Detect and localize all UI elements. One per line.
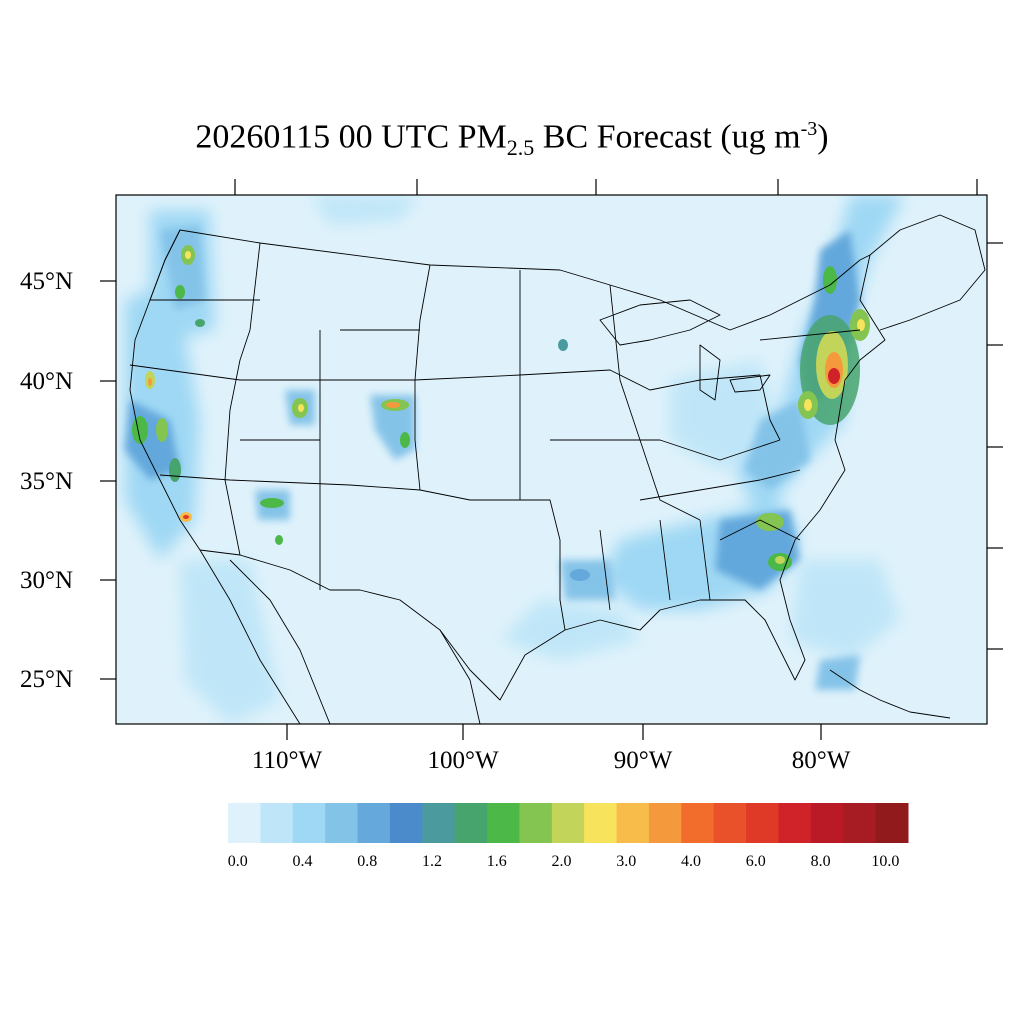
hotspot-portland [175,285,185,299]
canada-coast [869,214,986,331]
hotspot-bay-area [132,416,148,444]
lat-label-40n: 40°N [20,368,74,395]
colorbar-swatch [681,803,715,843]
colorbar-tick-label: 0.4 [292,853,313,870]
colorbar-swatch [584,803,618,843]
title-suffix: ) [817,118,829,156]
concentration-field [125,195,905,724]
title-superscript: -3 [800,118,818,140]
colorbar-swatch [843,803,877,843]
lon-label-100w: 100°W [427,747,499,774]
colorbar-swatch [875,803,909,843]
colorbar-swatch [325,803,359,843]
hotspot-new-york [828,368,840,384]
title-middle: BC Forecast (ug m [534,118,801,156]
colorbar-swatch [292,803,326,843]
lon-label-90w: 90°W [613,747,673,774]
colorbar-swatch [228,803,261,843]
colorbar-tick-label: 2.0 [551,853,572,870]
lon-label-110w: 110°W [251,747,323,774]
map-title: 20260115 00 UTC PM2.5 BC Forecast (ug m-… [0,118,1024,161]
colorbar-swatch [389,803,423,843]
colorbar-tick-label: 8.0 [810,853,831,870]
ocean-plume [790,560,900,660]
mexico-plume [180,560,280,724]
canada-plume [310,195,420,225]
colorbar-tick-label: 6.0 [745,853,766,870]
colorbar-tick-label: 10.0 [871,853,900,870]
hotspot-phoenix [260,498,284,508]
colorbar-tick-label: 4.0 [681,853,702,870]
colorbar-swatch [746,803,779,843]
map-frame [115,194,988,725]
colorbar [228,803,909,843]
title-subscript: 2.5 [506,135,535,161]
great-lakes [599,299,771,401]
colorbar-swatch [810,803,844,843]
lat-label-25n: 25°N [20,666,74,693]
title-prefix: 20260115 00 UTC PM [195,118,507,156]
mexico-coast [199,549,481,724]
colorbar-swatch [551,803,585,843]
colorbar-swatch [713,803,747,843]
lon-label-80w: 80°W [791,747,851,774]
us-outline [129,229,886,701]
ohio-valley-plume [670,360,780,470]
colorbar-tick-label: 1.2 [422,853,442,870]
colorbar-swatch [648,803,682,843]
lat-label-35n: 35°N [20,468,74,495]
colorbar-swatch [357,803,391,843]
colorbar-swatch [422,803,456,843]
axis-ticks [100,179,1003,740]
colorbar-swatch [616,803,650,843]
bahamas [829,669,951,719]
colorbar-swatch [454,803,488,843]
boundary-lines [129,214,986,724]
colorbar-tick-label: 0.8 [357,853,378,870]
lat-label-45n: 45°N [20,268,74,295]
lat-label-30n: 30°N [20,567,74,594]
colorbar-tick-label: 0.0 [227,853,248,870]
hotspot-south-carolina [756,513,784,531]
colorbar-swatch [260,803,294,843]
colorbar-swatch [487,803,520,843]
colorbar-swatch [519,803,553,843]
colorbar-swatch [778,803,812,843]
colorbar-tick-label: 3.0 [616,853,637,870]
gulf-plume [500,600,640,660]
colorbar-tick-label: 1.6 [486,853,507,870]
